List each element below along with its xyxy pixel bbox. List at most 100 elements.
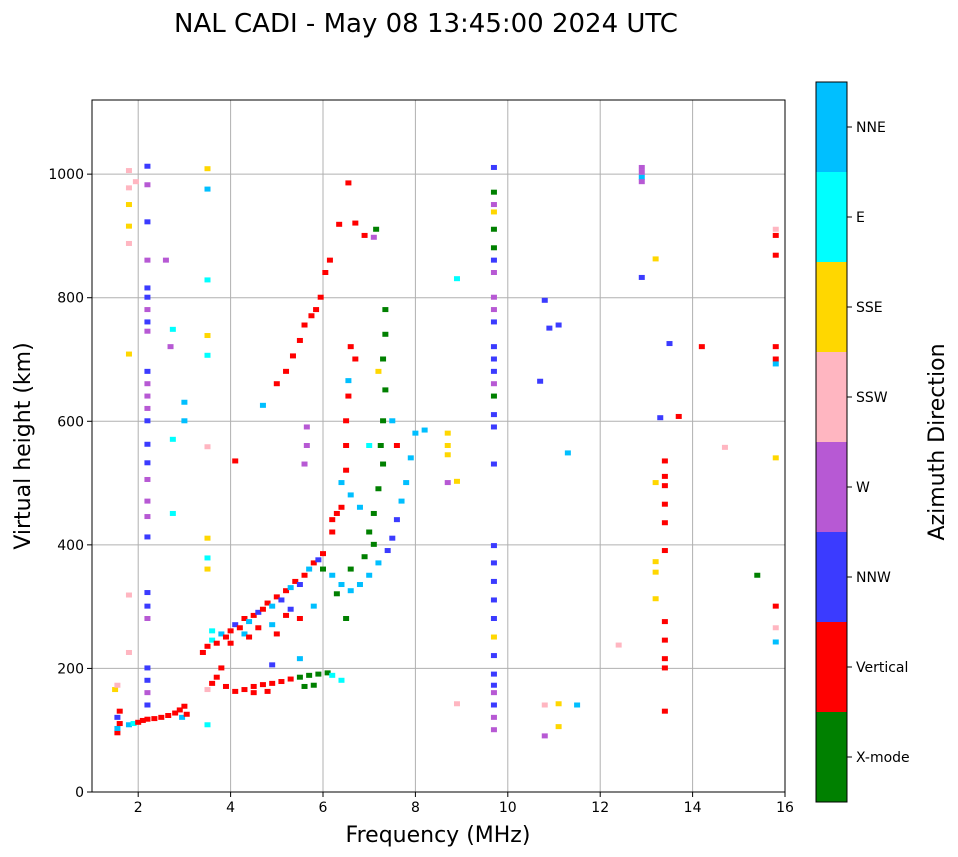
echo-point (114, 730, 121, 736)
echo-point (227, 640, 234, 646)
echo-point (490, 671, 497, 677)
echo-point (301, 461, 308, 467)
echo-point (144, 441, 151, 447)
x-tick-label: 14 (684, 800, 702, 816)
echo-point (144, 163, 151, 169)
echo-point (278, 679, 285, 685)
echo-point (490, 164, 497, 170)
echo-point (490, 616, 497, 621)
echo-point (772, 361, 779, 367)
echo-point (114, 682, 121, 688)
echo-point (329, 517, 336, 523)
echo-point (382, 387, 389, 393)
echo-point (661, 665, 668, 671)
echo-point (772, 252, 779, 258)
echo-point (130, 721, 137, 727)
echo-point (490, 653, 497, 659)
echo-point (162, 257, 169, 263)
y-axis-ticks: 0 200 400 600 800 1000 (48, 167, 92, 801)
echo-point (310, 603, 317, 609)
echo-point (324, 670, 331, 676)
colorbar-swatch (816, 442, 847, 532)
echo-point (269, 603, 276, 609)
echo-point (278, 597, 285, 603)
echo-point (125, 202, 132, 208)
echo-point (320, 551, 326, 557)
echo-point (444, 480, 451, 486)
echo-point (125, 185, 132, 191)
x-tick-label: 10 (499, 800, 517, 816)
echo-point (657, 415, 664, 421)
echo-point (218, 665, 225, 671)
y-tick-label: 1000 (48, 167, 84, 183)
echo-point (144, 381, 151, 387)
echo-point (380, 356, 387, 362)
echo-point (218, 631, 225, 637)
echo-point (772, 639, 779, 645)
echo-point (287, 585, 294, 591)
echo-point (638, 274, 645, 280)
echo-point (112, 687, 119, 693)
echo-point (754, 572, 761, 578)
echo-point (345, 378, 352, 384)
echo-point (144, 590, 151, 596)
echo-point (317, 294, 324, 300)
echo-points (112, 163, 779, 739)
echo-point (172, 710, 179, 716)
y-axis-label: Virtual height (km) (11, 342, 36, 549)
echo-point (326, 257, 333, 263)
echo-point (661, 708, 668, 714)
echo-point (345, 393, 352, 399)
echo-point (490, 294, 497, 300)
echo-point (144, 418, 151, 424)
echo-point (236, 625, 243, 631)
echo-point (490, 727, 497, 733)
echo-point (315, 557, 322, 563)
echo-point (370, 234, 377, 240)
echo-point (675, 413, 682, 419)
echo-point (144, 616, 151, 621)
echo-point (116, 721, 123, 727)
echo-point (490, 257, 497, 263)
echo-point (347, 566, 354, 572)
echo-point (652, 569, 659, 575)
echo-point (352, 220, 359, 226)
echo-point (264, 600, 271, 606)
echo-point (343, 616, 350, 621)
echo-point (356, 504, 363, 510)
echo-point (652, 596, 659, 602)
echo-point (114, 714, 121, 720)
colorbar-swatch (816, 262, 847, 352)
echo-point (555, 322, 562, 328)
echo-point (537, 378, 544, 384)
colorbar-label: Azimuth Direction (925, 343, 950, 540)
echo-point (283, 588, 290, 594)
echo-point (125, 351, 132, 357)
echo-point (393, 443, 400, 448)
echo-point (144, 603, 151, 609)
echo-point (772, 625, 779, 631)
echo-point (183, 711, 190, 717)
echo-point (347, 344, 354, 350)
echo-point (264, 688, 271, 694)
echo-point (144, 534, 151, 540)
echo-point (232, 622, 239, 628)
echo-point (144, 319, 151, 325)
echo-point (490, 634, 497, 640)
echo-point (269, 622, 276, 628)
echo-point (347, 492, 354, 498)
echo-point (125, 649, 132, 655)
echo-point (296, 674, 303, 680)
echo-point (490, 412, 497, 418)
echo-point (421, 427, 428, 433)
echo-point (366, 443, 373, 448)
echo-point (209, 628, 216, 634)
echo-point (772, 232, 779, 238)
echo-point (541, 702, 548, 708)
echo-point (179, 714, 186, 720)
chart-title: NAL CADI - May 08 13:45:00 2024 UTC (174, 9, 678, 39)
colorbar-swatch (816, 712, 847, 802)
echo-point (380, 461, 387, 467)
echo-point (490, 393, 497, 399)
echo-point (255, 609, 262, 615)
